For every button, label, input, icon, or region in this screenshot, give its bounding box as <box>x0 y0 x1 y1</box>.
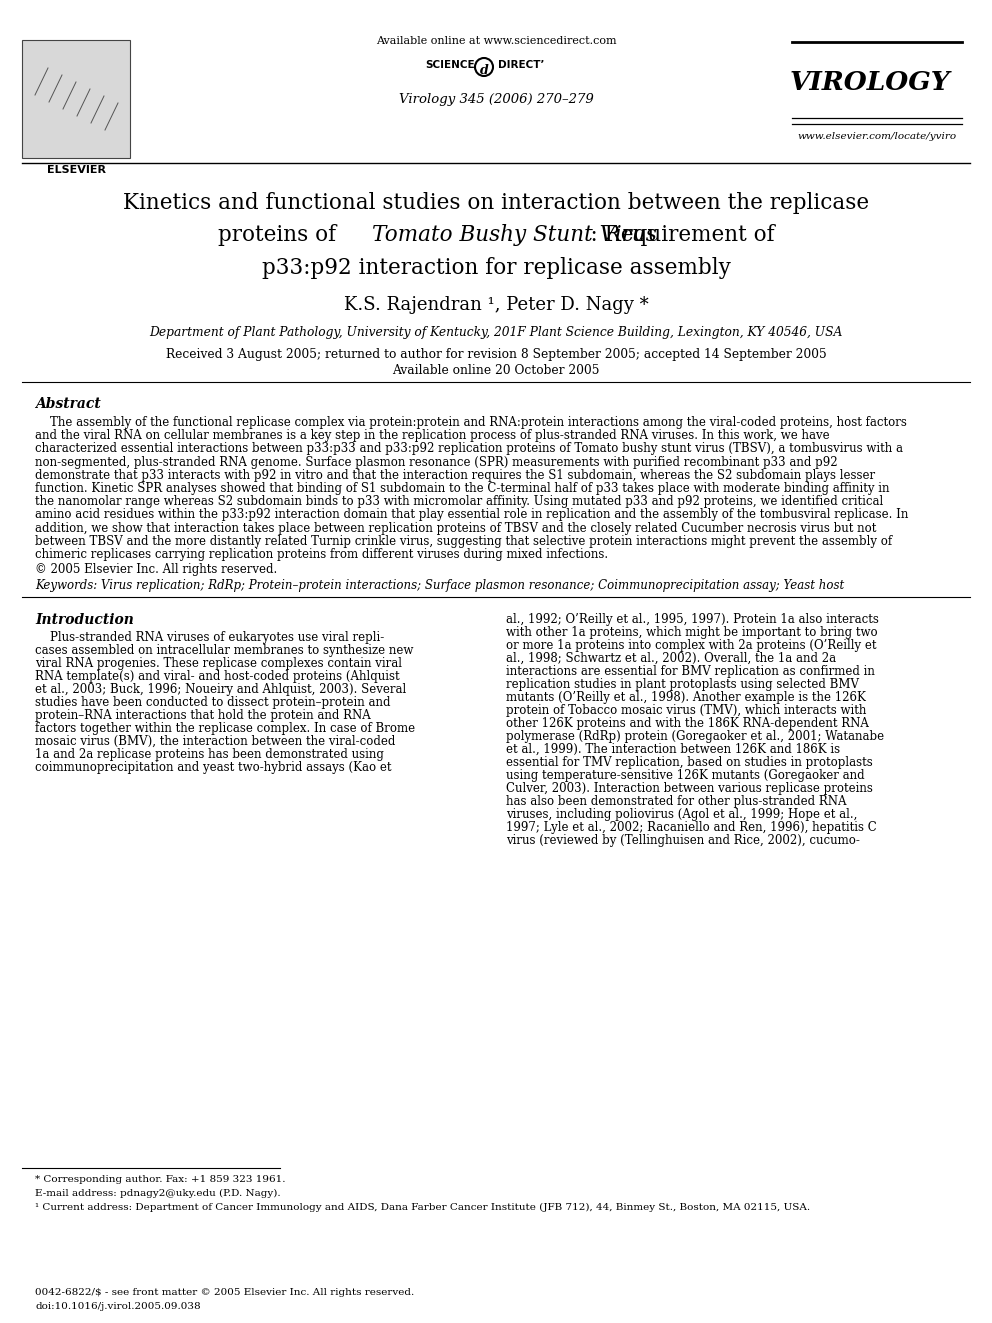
Text: al., 1992; O’Reilly et al., 1995, 1997). Protein 1a also interacts: al., 1992; O’Reilly et al., 1995, 1997).… <box>506 613 879 626</box>
Text: and the viral RNA on cellular membranes is a key step in the replication process: and the viral RNA on cellular membranes … <box>35 429 829 442</box>
Text: RNA template(s) and viral- and host-coded proteins (Ahlquist: RNA template(s) and viral- and host-code… <box>35 671 400 683</box>
Text: proteins of                                     : Requirement of: proteins of : Requirement of <box>217 224 775 246</box>
Text: using temperature-sensitive 126K mutants (Goregaoker and: using temperature-sensitive 126K mutants… <box>506 769 865 782</box>
Text: the nanomolar range whereas S2 subdomain binds to p33 with micromolar affinity. : the nanomolar range whereas S2 subdomain… <box>35 495 883 508</box>
Text: d: d <box>479 64 488 77</box>
Bar <box>22 40 130 157</box>
Text: Kinetics and functional studies on interaction between the replicase: Kinetics and functional studies on inter… <box>123 192 869 214</box>
Text: addition, we show that interaction takes place between replication proteins of T: addition, we show that interaction takes… <box>35 521 876 534</box>
Text: mosaic virus (BMV), the interaction between the viral-coded: mosaic virus (BMV), the interaction betw… <box>35 736 396 749</box>
Text: The assembly of the functional replicase complex via protein:protein and RNA:pro: The assembly of the functional replicase… <box>35 415 907 429</box>
Text: Virology 345 (2006) 270–279: Virology 345 (2006) 270–279 <box>399 93 593 106</box>
Text: mutants (O’Reilly et al., 1998). Another example is the 126K: mutants (O’Reilly et al., 1998). Another… <box>506 691 866 704</box>
Text: www.elsevier.com/locate/yviro: www.elsevier.com/locate/yviro <box>798 132 956 142</box>
Text: demonstrate that p33 interacts with p92 in vitro and that the interaction requir: demonstrate that p33 interacts with p92 … <box>35 468 875 482</box>
Text: Received 3 August 2005; returned to author for revision 8 September 2005; accept: Received 3 August 2005; returned to auth… <box>166 348 826 361</box>
Text: function. Kinetic SPR analyses showed that binding of S1 subdomain to the C-term: function. Kinetic SPR analyses showed th… <box>35 482 890 495</box>
Text: VIROLOGY: VIROLOGY <box>790 70 950 95</box>
Text: 1a and 2a replicase proteins has been demonstrated using: 1a and 2a replicase proteins has been de… <box>35 749 384 761</box>
Text: E-mail address: pdnagy2@uky.edu (P.D. Nagy).: E-mail address: pdnagy2@uky.edu (P.D. Na… <box>35 1189 281 1199</box>
Text: studies have been conducted to dissect protein–protein and: studies have been conducted to dissect p… <box>35 696 391 709</box>
Text: Department of Plant Pathology, University of Kentucky, 201F Plant Science Buildi: Department of Plant Pathology, Universit… <box>150 325 842 339</box>
Text: © 2005 Elsevier Inc. All rights reserved.: © 2005 Elsevier Inc. All rights reserved… <box>35 564 277 577</box>
Text: between TBSV and the more distantly related Turnip crinkle virus, suggesting tha: between TBSV and the more distantly rela… <box>35 534 892 548</box>
Text: coimmunoprecipitation and yeast two-hybrid assays (Kao et: coimmunoprecipitation and yeast two-hybr… <box>35 761 392 774</box>
Text: amino acid residues within the p33:p92 interaction domain that play essential ro: amino acid residues within the p33:p92 i… <box>35 508 909 521</box>
Text: has also been demonstrated for other plus-stranded RNA: has also been demonstrated for other plu… <box>506 795 846 808</box>
Text: characterized essential interactions between p33:p33 and p33:p92 replication pro: characterized essential interactions bet… <box>35 442 903 455</box>
Text: SCIENCE: SCIENCE <box>426 60 475 70</box>
Text: protein of Tobacco mosaic virus (TMV), which interacts with: protein of Tobacco mosaic virus (TMV), w… <box>506 704 866 717</box>
Text: viral RNA progenies. These replicase complexes contain viral: viral RNA progenies. These replicase com… <box>35 658 402 671</box>
Text: DIRECT’: DIRECT’ <box>498 60 545 70</box>
Text: virus (reviewed by (Tellinghuisen and Rice, 2002), cucumo-: virus (reviewed by (Tellinghuisen and Ri… <box>506 835 860 847</box>
Text: protein–RNA interactions that hold the protein and RNA: protein–RNA interactions that hold the p… <box>35 709 371 722</box>
Text: chimeric replicases carrying replication proteins from different viruses during : chimeric replicases carrying replication… <box>35 548 608 561</box>
Text: essential for TMV replication, based on studies in protoplasts: essential for TMV replication, based on … <box>506 757 873 769</box>
Text: or more 1a proteins into complex with 2a proteins (O’Reilly et: or more 1a proteins into complex with 2a… <box>506 639 877 652</box>
Text: replication studies in plant protoplasts using selected BMV: replication studies in plant protoplasts… <box>506 679 859 691</box>
Text: et al., 1999). The interaction between 126K and 186K is: et al., 1999). The interaction between 1… <box>506 744 840 757</box>
Text: with other 1a proteins, which might be important to bring two: with other 1a proteins, which might be i… <box>506 626 878 639</box>
Text: * Corresponding author. Fax: +1 859 323 1961.: * Corresponding author. Fax: +1 859 323 … <box>35 1175 286 1184</box>
Text: 0042-6822/$ - see front matter © 2005 Elsevier Inc. All rights reserved.: 0042-6822/$ - see front matter © 2005 El… <box>35 1289 415 1297</box>
Text: et al., 2003; Buck, 1996; Noueiry and Ahlquist, 2003). Several: et al., 2003; Buck, 1996; Noueiry and Ah… <box>35 683 407 696</box>
Text: ELSEVIER: ELSEVIER <box>47 165 105 175</box>
Text: doi:10.1016/j.virol.2005.09.038: doi:10.1016/j.virol.2005.09.038 <box>35 1302 200 1311</box>
Text: Plus-stranded RNA viruses of eukaryotes use viral repli-: Plus-stranded RNA viruses of eukaryotes … <box>35 631 384 644</box>
Text: Tomato Bushy Stunt Virus: Tomato Bushy Stunt Virus <box>372 224 657 246</box>
Text: polymerase (RdRp) protein (Goregaoker et al., 2001; Watanabe: polymerase (RdRp) protein (Goregaoker et… <box>506 730 884 744</box>
Text: ¹ Current address: Department of Cancer Immunology and AIDS, Dana Farber Cancer : ¹ Current address: Department of Cancer … <box>35 1203 810 1212</box>
Text: Available online at www.sciencedirect.com: Available online at www.sciencedirect.co… <box>376 36 616 46</box>
Text: non-segmented, plus-stranded RNA genome. Surface plasmon resonance (SPR) measure: non-segmented, plus-stranded RNA genome.… <box>35 455 837 468</box>
Text: Introduction: Introduction <box>35 613 134 627</box>
Text: p33:p92 interaction for replicase assembly: p33:p92 interaction for replicase assemb… <box>262 257 730 279</box>
Text: Abstract: Abstract <box>35 397 101 411</box>
Text: 1997; Lyle et al., 2002; Racaniello and Ren, 1996), hepatitis C: 1997; Lyle et al., 2002; Racaniello and … <box>506 822 877 835</box>
Text: al., 1998; Schwartz et al., 2002). Overall, the 1a and 2a: al., 1998; Schwartz et al., 2002). Overa… <box>506 652 836 665</box>
Text: factors together within the replicase complex. In case of Brome: factors together within the replicase co… <box>35 722 415 736</box>
Text: interactions are essential for BMV replication as confirmed in: interactions are essential for BMV repli… <box>506 665 875 679</box>
Text: cases assembled on intracellular membranes to synthesize new: cases assembled on intracellular membran… <box>35 644 414 658</box>
Text: other 126K proteins and with the 186K RNA-dependent RNA: other 126K proteins and with the 186K RN… <box>506 717 869 730</box>
Text: viruses, including poliovirus (Agol et al., 1999; Hope et al.,: viruses, including poliovirus (Agol et a… <box>506 808 857 822</box>
Text: Culver, 2003). Interaction between various replicase proteins: Culver, 2003). Interaction between vario… <box>506 782 873 795</box>
Text: Available online 20 October 2005: Available online 20 October 2005 <box>392 364 600 377</box>
Text: K.S. Rajendran ¹, Peter D. Nagy *: K.S. Rajendran ¹, Peter D. Nagy * <box>343 296 649 314</box>
Text: Keywords: Virus replication; RdRp; Protein–protein interactions; Surface plasmon: Keywords: Virus replication; RdRp; Prote… <box>35 579 844 593</box>
